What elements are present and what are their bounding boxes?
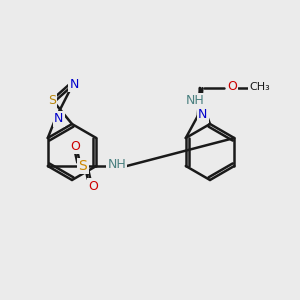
Text: S: S bbox=[48, 94, 56, 107]
Text: O: O bbox=[70, 140, 80, 152]
Text: N: N bbox=[69, 77, 79, 91]
Text: N: N bbox=[54, 112, 63, 125]
Text: N: N bbox=[198, 109, 207, 122]
Text: CH₃: CH₃ bbox=[250, 82, 270, 92]
Text: NH: NH bbox=[186, 94, 204, 107]
Text: S: S bbox=[78, 159, 87, 173]
Text: O: O bbox=[88, 179, 98, 193]
Text: O: O bbox=[227, 80, 237, 92]
Text: NH: NH bbox=[107, 158, 126, 170]
